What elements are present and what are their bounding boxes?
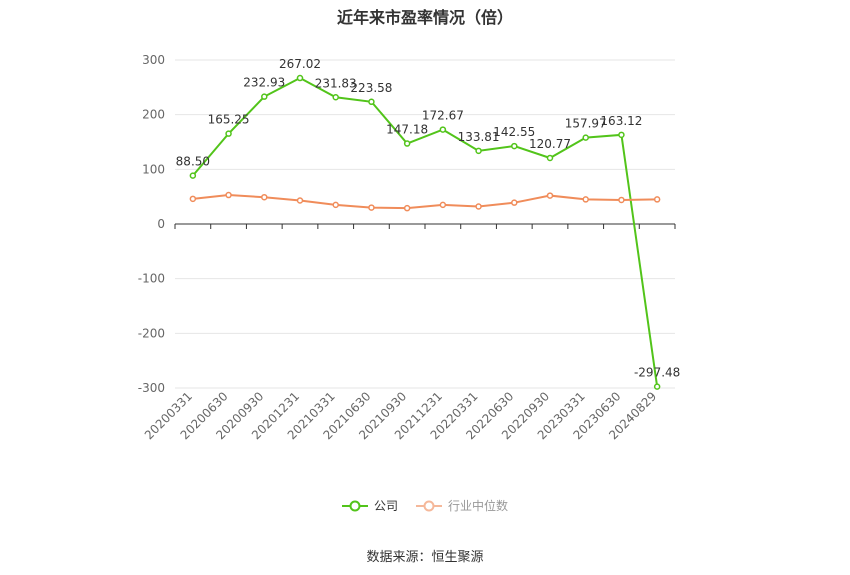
pe-ratio-chart: 3002001000-100-200-300202003312020063020… — [138, 53, 681, 442]
legend-item-company[interactable]: 公司 — [341, 497, 398, 514]
data-label: 223.58 — [350, 81, 392, 95]
data-point-company — [368, 98, 375, 106]
data-point-industry-median — [261, 193, 268, 201]
data-point-company — [582, 134, 589, 141]
data-point-company — [332, 94, 339, 101]
data-label: 165.25 — [208, 113, 250, 127]
data-point-company — [189, 172, 197, 179]
data-point-industry-median — [332, 201, 339, 209]
y-tick-label: 0 — [157, 217, 165, 231]
data-label: 147.18 — [386, 123, 428, 137]
legend-marker-industry-median — [416, 500, 442, 511]
data-point-industry-median — [296, 197, 304, 204]
data-point-company — [618, 131, 625, 139]
chart-title: 近年来市盈率情况（倍） — [336, 8, 513, 27]
legend-label-company: 公司 — [373, 499, 398, 513]
y-tick-label: -300 — [138, 381, 165, 395]
data-point-industry-median — [618, 196, 625, 204]
data-point-company — [511, 142, 518, 150]
data-point-company — [439, 126, 447, 133]
data-label: 231.83 — [315, 76, 357, 90]
series-line-industry-median — [192, 194, 658, 210]
y-tick-label: -100 — [138, 272, 165, 286]
legend-label-industry-median: 行业中位数 — [448, 499, 509, 513]
data-point-industry-median — [475, 203, 482, 210]
legend-item-industry-median[interactable]: 行业中位数 — [416, 497, 508, 514]
legend-marker-company — [341, 500, 368, 511]
data-point-industry-median — [546, 192, 554, 199]
data-point-industry-median — [403, 204, 411, 212]
data-point-industry-median — [368, 204, 375, 211]
y-tick-label: 200 — [142, 108, 165, 122]
data-source: 数据来源：恒生聚源 — [366, 550, 484, 565]
legend: 公司 行业中位数 — [0, 497, 850, 514]
data-label: 267.02 — [279, 57, 321, 71]
data-point-industry-median — [511, 199, 518, 206]
data-label: -297.48 — [634, 366, 680, 380]
y-tick-label: 300 — [142, 53, 165, 67]
data-point-company — [225, 130, 232, 137]
data-label: 163.12 — [600, 114, 642, 128]
data-label: 133.81 — [458, 130, 500, 144]
data-point-company — [403, 140, 411, 147]
data-point-industry-median — [225, 191, 232, 199]
series-line-company — [192, 76, 659, 387]
y-tick-label: -200 — [138, 326, 165, 340]
data-point-industry-median — [439, 201, 447, 209]
data-point-industry-median — [582, 196, 589, 203]
data-point-company — [261, 93, 268, 100]
data-point-industry-median — [653, 196, 661, 203]
data-point-company — [653, 383, 661, 390]
data-point-company — [296, 74, 304, 82]
data-label: 120.77 — [529, 137, 571, 151]
y-tick-label: 100 — [142, 162, 165, 176]
data-label: 157.97 — [565, 117, 607, 131]
data-label: 232.93 — [243, 76, 285, 90]
data-label: 172.67 — [422, 109, 464, 123]
data-label: 88.50 — [176, 155, 210, 169]
data-label: 142.55 — [493, 125, 535, 139]
data-point-company — [475, 147, 482, 155]
data-point-company — [546, 154, 554, 162]
data-point-industry-median — [189, 195, 197, 203]
